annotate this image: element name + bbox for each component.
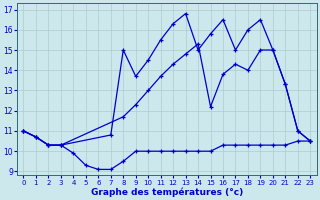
X-axis label: Graphe des températures (°c): Graphe des températures (°c) — [91, 187, 243, 197]
